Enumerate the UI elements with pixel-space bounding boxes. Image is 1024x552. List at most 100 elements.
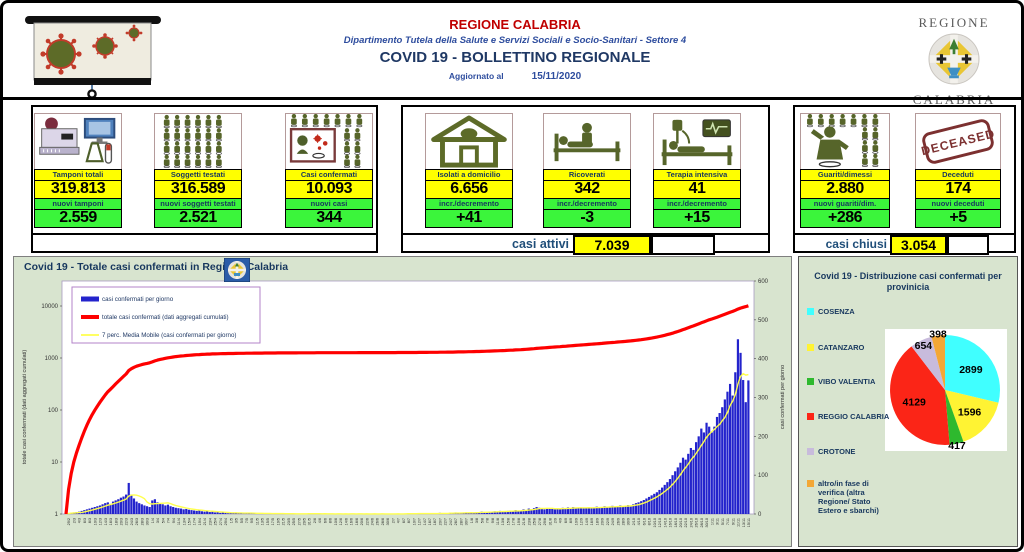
legend-swatch	[807, 448, 814, 455]
svg-text:23/5: 23/5	[287, 518, 291, 525]
svg-text:18/9: 18/9	[595, 518, 599, 525]
card-isolati: Isolati a domicilio 6.656 incr./decremen…	[425, 107, 513, 228]
svg-text:26/9: 26/9	[616, 518, 620, 525]
stats-group-closed: Guariti/dimessi 2.880 nuovi guariti/dim.…	[793, 105, 1016, 255]
legend-item-crotone: CROTONE	[807, 447, 891, 456]
svg-text:24/3: 24/3	[130, 518, 134, 525]
svg-text:654: 654	[915, 340, 933, 352]
svg-text:12/7: 12/7	[418, 518, 422, 525]
svg-text:10/9: 10/9	[574, 518, 578, 525]
svg-text:30/3: 30/3	[146, 518, 150, 525]
casi-attivi-label: casi attivi	[512, 237, 569, 251]
svg-text:200: 200	[758, 434, 769, 440]
chart-title: Covid 19 - Totale casi confermati in Reg…	[24, 261, 289, 273]
svg-text:23/8: 23/8	[527, 518, 531, 525]
stats-group-testing: Tamponi totali 319.813 nuovi tamponi 2.5…	[31, 105, 378, 253]
legend-label: CROTONE	[818, 447, 856, 456]
icu-bed-icon	[661, 119, 733, 166]
svg-text:20/7: 20/7	[439, 518, 443, 525]
svg-text:1: 1	[55, 512, 59, 518]
svg-text:15/4: 15/4	[188, 518, 192, 525]
daily-cases-panel: Covid 19 - Totale casi confermati in Reg…	[13, 256, 792, 547]
legend-item-reggio-calabria: REGGIO CALABRIA	[807, 412, 891, 421]
hospital-bed-icon	[553, 122, 621, 162]
svg-text:7/4: 7/4	[167, 518, 171, 523]
svg-text:2/9: 2/9	[554, 518, 558, 523]
svg-text:21/4: 21/4	[203, 518, 207, 525]
svg-text:9/5: 9/5	[250, 518, 254, 523]
legend-label: CATANZARO	[818, 343, 865, 352]
svg-text:6/3: 6/3	[83, 518, 87, 523]
svg-text:30/6: 30/6	[386, 518, 390, 525]
legend-swatch	[807, 413, 814, 420]
svg-text:22/7: 22/7	[444, 518, 448, 525]
svg-text:4/7: 4/7	[397, 518, 401, 523]
bulletin-title: COVID 19 - BOLLETTINO REGIONALE	[379, 49, 651, 66]
lab-tests-icon	[39, 117, 116, 164]
home-icon	[431, 115, 507, 168]
svg-text:10/7: 10/7	[412, 518, 416, 525]
svg-text:totale casi confermati (dati a: totale casi confermati (dati aggregati c…	[22, 350, 28, 465]
legend-item-vibo-valentia: VIBO VALENTIA	[807, 377, 891, 386]
svg-text:5/5: 5/5	[240, 518, 244, 523]
svg-text:26/10: 26/10	[695, 518, 699, 528]
svg-text:9/8: 9/8	[491, 518, 495, 523]
svg-text:14/7: 14/7	[423, 518, 427, 525]
svg-text:400: 400	[758, 357, 769, 363]
card-sub-value: 2.559	[34, 209, 122, 228]
card-value: 2.880	[800, 180, 890, 199]
svg-text:28/10: 28/10	[700, 518, 704, 528]
card-sub-value: -3	[543, 209, 631, 228]
legend-swatch	[807, 378, 814, 385]
svg-text:totale casi confermati (dati a: totale casi confermati (dati aggregati c…	[102, 314, 229, 321]
svg-text:11/11: 11/11	[737, 518, 741, 527]
svg-text:8/9: 8/9	[569, 518, 573, 523]
svg-text:13/5: 13/5	[261, 518, 265, 525]
svg-text:31/5: 31/5	[308, 518, 312, 525]
card-value: 319.813	[34, 180, 122, 199]
svg-text:22/9: 22/9	[606, 518, 610, 525]
svg-text:10/6: 10/6	[334, 518, 338, 525]
svg-text:20/10: 20/10	[679, 518, 683, 528]
svg-text:6/7: 6/7	[402, 518, 406, 523]
svg-text:30/10: 30/10	[705, 518, 709, 528]
legend-label: altro/in fase di verifica (altra Regione…	[818, 479, 879, 515]
calabria-emblem-icon	[928, 33, 980, 85]
card-value: 342	[543, 180, 631, 199]
svg-text:casi confermati per giorno: casi confermati per giorno	[780, 365, 786, 429]
svg-text:24/7: 24/7	[449, 518, 453, 525]
svg-text:13/4: 13/4	[182, 518, 186, 525]
svg-text:417: 417	[948, 440, 966, 452]
svg-text:22/6: 22/6	[365, 518, 369, 525]
regione-calabria-logo: REGIONE CALABRIA	[895, 15, 1013, 108]
svg-text:19/5: 19/5	[276, 518, 280, 525]
stats-group-active: Isolati a domicilio 6.656 incr./decremen…	[401, 105, 770, 255]
card-value: 10.093	[285, 180, 373, 199]
svg-text:10000: 10000	[41, 304, 58, 310]
svg-text:3/11: 3/11	[716, 518, 720, 525]
legend-item-altro: altro/in fase di verifica (altra Regione…	[807, 479, 887, 515]
svg-text:15/8: 15/8	[507, 518, 511, 525]
svg-text:25/8: 25/8	[533, 518, 537, 525]
svg-text:18/3: 18/3	[114, 518, 118, 525]
svg-text:13/11: 13/11	[742, 518, 746, 527]
legend-swatch	[807, 480, 814, 487]
svg-text:7 perc. Media Mobile (casi con: 7 perc. Media Mobile (casi confermati pe…	[102, 332, 236, 339]
svg-text:11/5: 11/5	[256, 518, 260, 525]
legend-item-cosenza: COSENZA	[807, 307, 891, 316]
svg-text:2/7: 2/7	[391, 518, 395, 523]
svg-text:12/9: 12/9	[580, 518, 584, 525]
svg-text:2899: 2899	[959, 364, 983, 376]
svg-text:2/3: 2/3	[72, 518, 76, 523]
svg-text:24/6: 24/6	[371, 518, 375, 525]
svg-text:20/6: 20/6	[360, 518, 364, 525]
svg-text:20/3: 20/3	[120, 518, 124, 525]
card-sub-value: +286	[800, 209, 890, 228]
svg-text:1/11: 1/11	[710, 518, 714, 525]
svg-text:28/7: 28/7	[459, 518, 463, 525]
recovered-person-icon	[806, 114, 879, 168]
virus-board-logo	[21, 11, 166, 104]
svg-text:14/10: 14/10	[663, 518, 667, 528]
svg-text:1/4: 1/4	[151, 518, 155, 523]
svg-text:6/10: 6/10	[642, 518, 646, 525]
